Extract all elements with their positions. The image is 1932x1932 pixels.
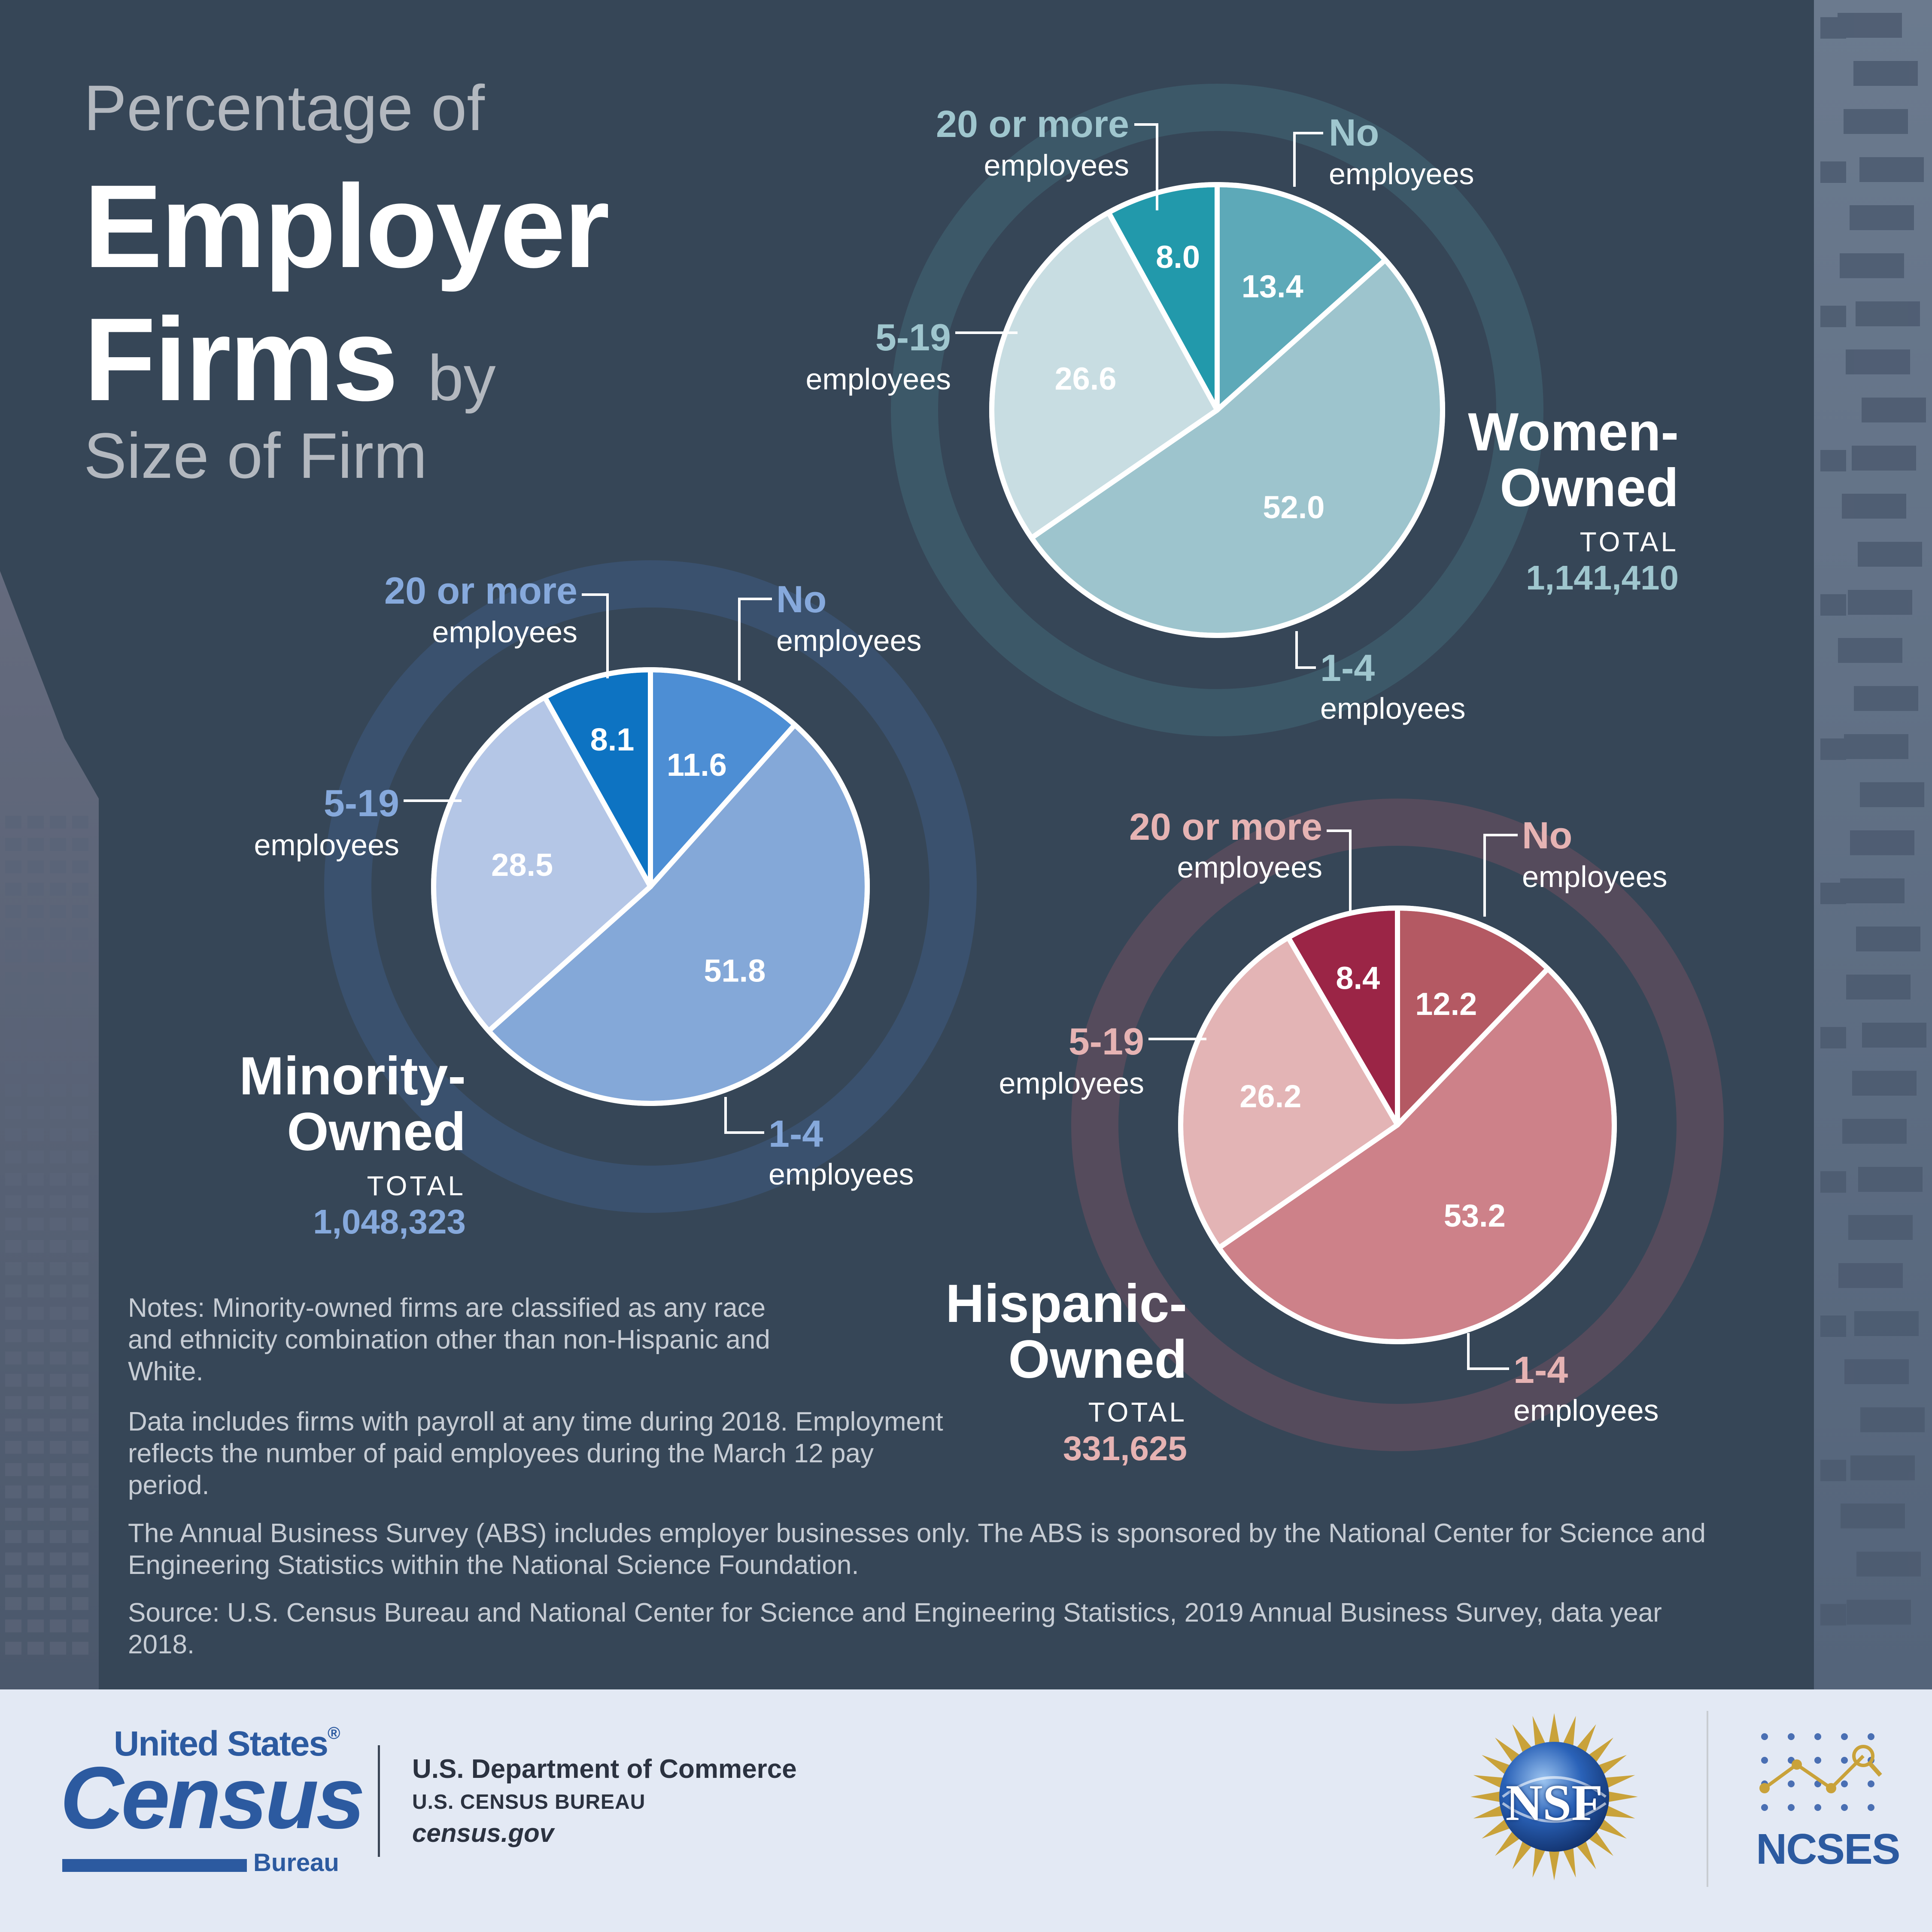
- hispanic-legend-20plus-sub: employees: [1177, 851, 1322, 884]
- minority-pie-outline: [431, 667, 870, 1106]
- hispanic-legend-1to4-sub: employees: [1513, 1394, 1659, 1427]
- minority-legend-1to4-sub: employees: [769, 1157, 914, 1191]
- note-source: Source: U.S. Census Bureau and National …: [128, 1598, 1662, 1659]
- hispanic-value-none: 12.2: [1415, 986, 1477, 1022]
- hispanic-pie-outline: [1178, 905, 1617, 1344]
- title-line-4: Size of Firm: [84, 419, 428, 492]
- minority-legend-1to4-head: 1-4: [769, 1112, 823, 1155]
- women-legend-1to4-head: 1-4: [1320, 647, 1375, 689]
- title-firms: Firms: [84, 294, 398, 425]
- minority-value-none: 11.6: [667, 747, 727, 783]
- minority-legend-5to19-head: 5-19: [323, 782, 399, 824]
- hispanic-value-5to19: 26.2: [1239, 1078, 1301, 1114]
- title-by: by: [428, 342, 496, 414]
- title-line-1: Percentage of: [84, 72, 485, 144]
- hispanic-legend-5to19-sub: employees: [999, 1066, 1144, 1100]
- minority-legend-20plus-head: 20 or more: [384, 569, 577, 612]
- women-legend-5to19-head: 5-19: [875, 316, 951, 358]
- nsf-logo[interactable]: NSF: [1468, 1711, 1640, 1883]
- women-legend-20plus-head: 20 or more: [936, 103, 1129, 145]
- minority-pie: 11.6 51.8 28.5 8.1: [431, 667, 870, 1106]
- left-building-windows: [5, 816, 88, 1655]
- hispanic-total-label: TOTAL: [1088, 1397, 1187, 1428]
- minority-legend-20plus-sub: employees: [432, 615, 577, 649]
- leader-line: [582, 593, 609, 678]
- minority-title-1: Minority-: [239, 1046, 466, 1106]
- title-line-2: Employer: [84, 161, 610, 292]
- nsf-logo-text: NSF: [1505, 1774, 1603, 1831]
- women-legend-none-sub: employees: [1329, 157, 1474, 191]
- women-value-5to19: 26.6: [1054, 361, 1116, 396]
- minority-legend-none-sub: employees: [776, 624, 922, 657]
- census-logo-bar: [62, 1859, 247, 1872]
- minority-value-1to4: 51.8: [704, 953, 766, 988]
- hispanic-title-1: Hispanic-: [945, 1274, 1187, 1334]
- leader-line: [1134, 123, 1158, 210]
- title-line-3: Firms by: [84, 292, 496, 428]
- hispanic-legend-none-sub: employees: [1522, 860, 1668, 893]
- footer-divider-left: [378, 1745, 380, 1857]
- census-logo-registered: ®: [328, 1724, 340, 1743]
- women-legend-1to4-sub: employees: [1320, 692, 1466, 725]
- minority-title-2: Owned: [287, 1102, 466, 1162]
- leader-line: [1327, 829, 1352, 912]
- women-pie: 13.4 52.0 26.6 8.0: [989, 182, 1446, 638]
- minority-total-label: TOTAL: [367, 1170, 466, 1201]
- women-title-1: Women-: [1468, 402, 1679, 462]
- note-minority-definition: Notes: Minority-owned firms are classifi…: [128, 1293, 770, 1386]
- footer: United States® Census Bureau U.S. Depart…: [0, 1689, 1932, 1932]
- hispanic-title-2: Owned: [1008, 1330, 1187, 1389]
- leader-line: [724, 1097, 764, 1134]
- women-value-20plus: 8.0: [1156, 239, 1200, 275]
- hispanic-legend-20plus-head: 20 or more: [1129, 805, 1322, 848]
- hispanic-legend-5to19-head: 5-19: [1068, 1020, 1144, 1063]
- nsf-seal-icon: [1470, 1713, 1638, 1880]
- women-legend-20plus-sub: employees: [984, 149, 1129, 182]
- footer-url[interactable]: census.gov: [412, 1819, 554, 1847]
- minority-legend-none-head: No: [776, 578, 827, 620]
- women-legend-none-head: No: [1329, 111, 1379, 154]
- minority-value-5to19: 28.5: [491, 847, 553, 883]
- hispanic-pie: 12.2 53.2 26.2 8.4: [1178, 905, 1617, 1344]
- leader-line: [1467, 1333, 1509, 1370]
- hispanic-legend-1to4-head: 1-4: [1513, 1349, 1568, 1391]
- census-logo[interactable]: United States® Census Bureau: [60, 1724, 365, 1878]
- note-abs-sponsor: The Annual Business Survey (ABS) include…: [128, 1519, 1706, 1580]
- hispanic-ring: [1071, 799, 1724, 1451]
- minority-legend-5to19-sub: employees: [254, 828, 399, 862]
- women-legend-5to19-sub: employees: [805, 362, 951, 396]
- hispanic-value-1to4: 53.2: [1444, 1198, 1506, 1233]
- census-logo-word: Census: [60, 1749, 365, 1847]
- note-data-scope: Data includes firms with payroll at any …: [128, 1407, 943, 1500]
- women-total-value: 1,141,410: [1526, 559, 1679, 597]
- minority-value-20plus: 8.1: [590, 722, 635, 757]
- leader-line: [738, 598, 772, 680]
- women-value-none: 13.4: [1242, 269, 1303, 304]
- women-value-1to4: 52.0: [1263, 489, 1324, 525]
- minority-total-value: 1,048,323: [313, 1203, 466, 1241]
- ncses-logo[interactable]: NCSES: [1752, 1724, 1901, 1887]
- hispanic-value-20plus: 8.4: [1336, 960, 1380, 996]
- women-ring: [891, 84, 1543, 736]
- footer-dept: U.S. Department of Commerce: [412, 1754, 797, 1784]
- ncses-logo-text: NCSES: [1756, 1825, 1901, 1873]
- women-total-label: TOTAL: [1580, 526, 1679, 557]
- women-title-2: Owned: [1500, 458, 1679, 518]
- hispanic-total-value: 331,625: [1063, 1429, 1187, 1467]
- footer-divider-right: [1707, 1711, 1708, 1887]
- census-logo-line1: United States®: [114, 1724, 340, 1764]
- ncses-data-icon: [1759, 1733, 1882, 1811]
- right-building-windows: [1820, 13, 1926, 1625]
- footer-bureau: U.S. CENSUS BUREAU: [412, 1791, 646, 1814]
- leader-line: [1293, 132, 1323, 187]
- leader-line: [1483, 834, 1518, 917]
- women-pie-outline: [989, 182, 1445, 638]
- leader-line: [1295, 631, 1316, 669]
- census-logo-bureau: Bureau: [253, 1849, 339, 1877]
- census-logo-united-states: United States: [114, 1724, 328, 1763]
- hispanic-legend-none-head: No: [1522, 814, 1573, 857]
- minority-ring: [324, 560, 977, 1213]
